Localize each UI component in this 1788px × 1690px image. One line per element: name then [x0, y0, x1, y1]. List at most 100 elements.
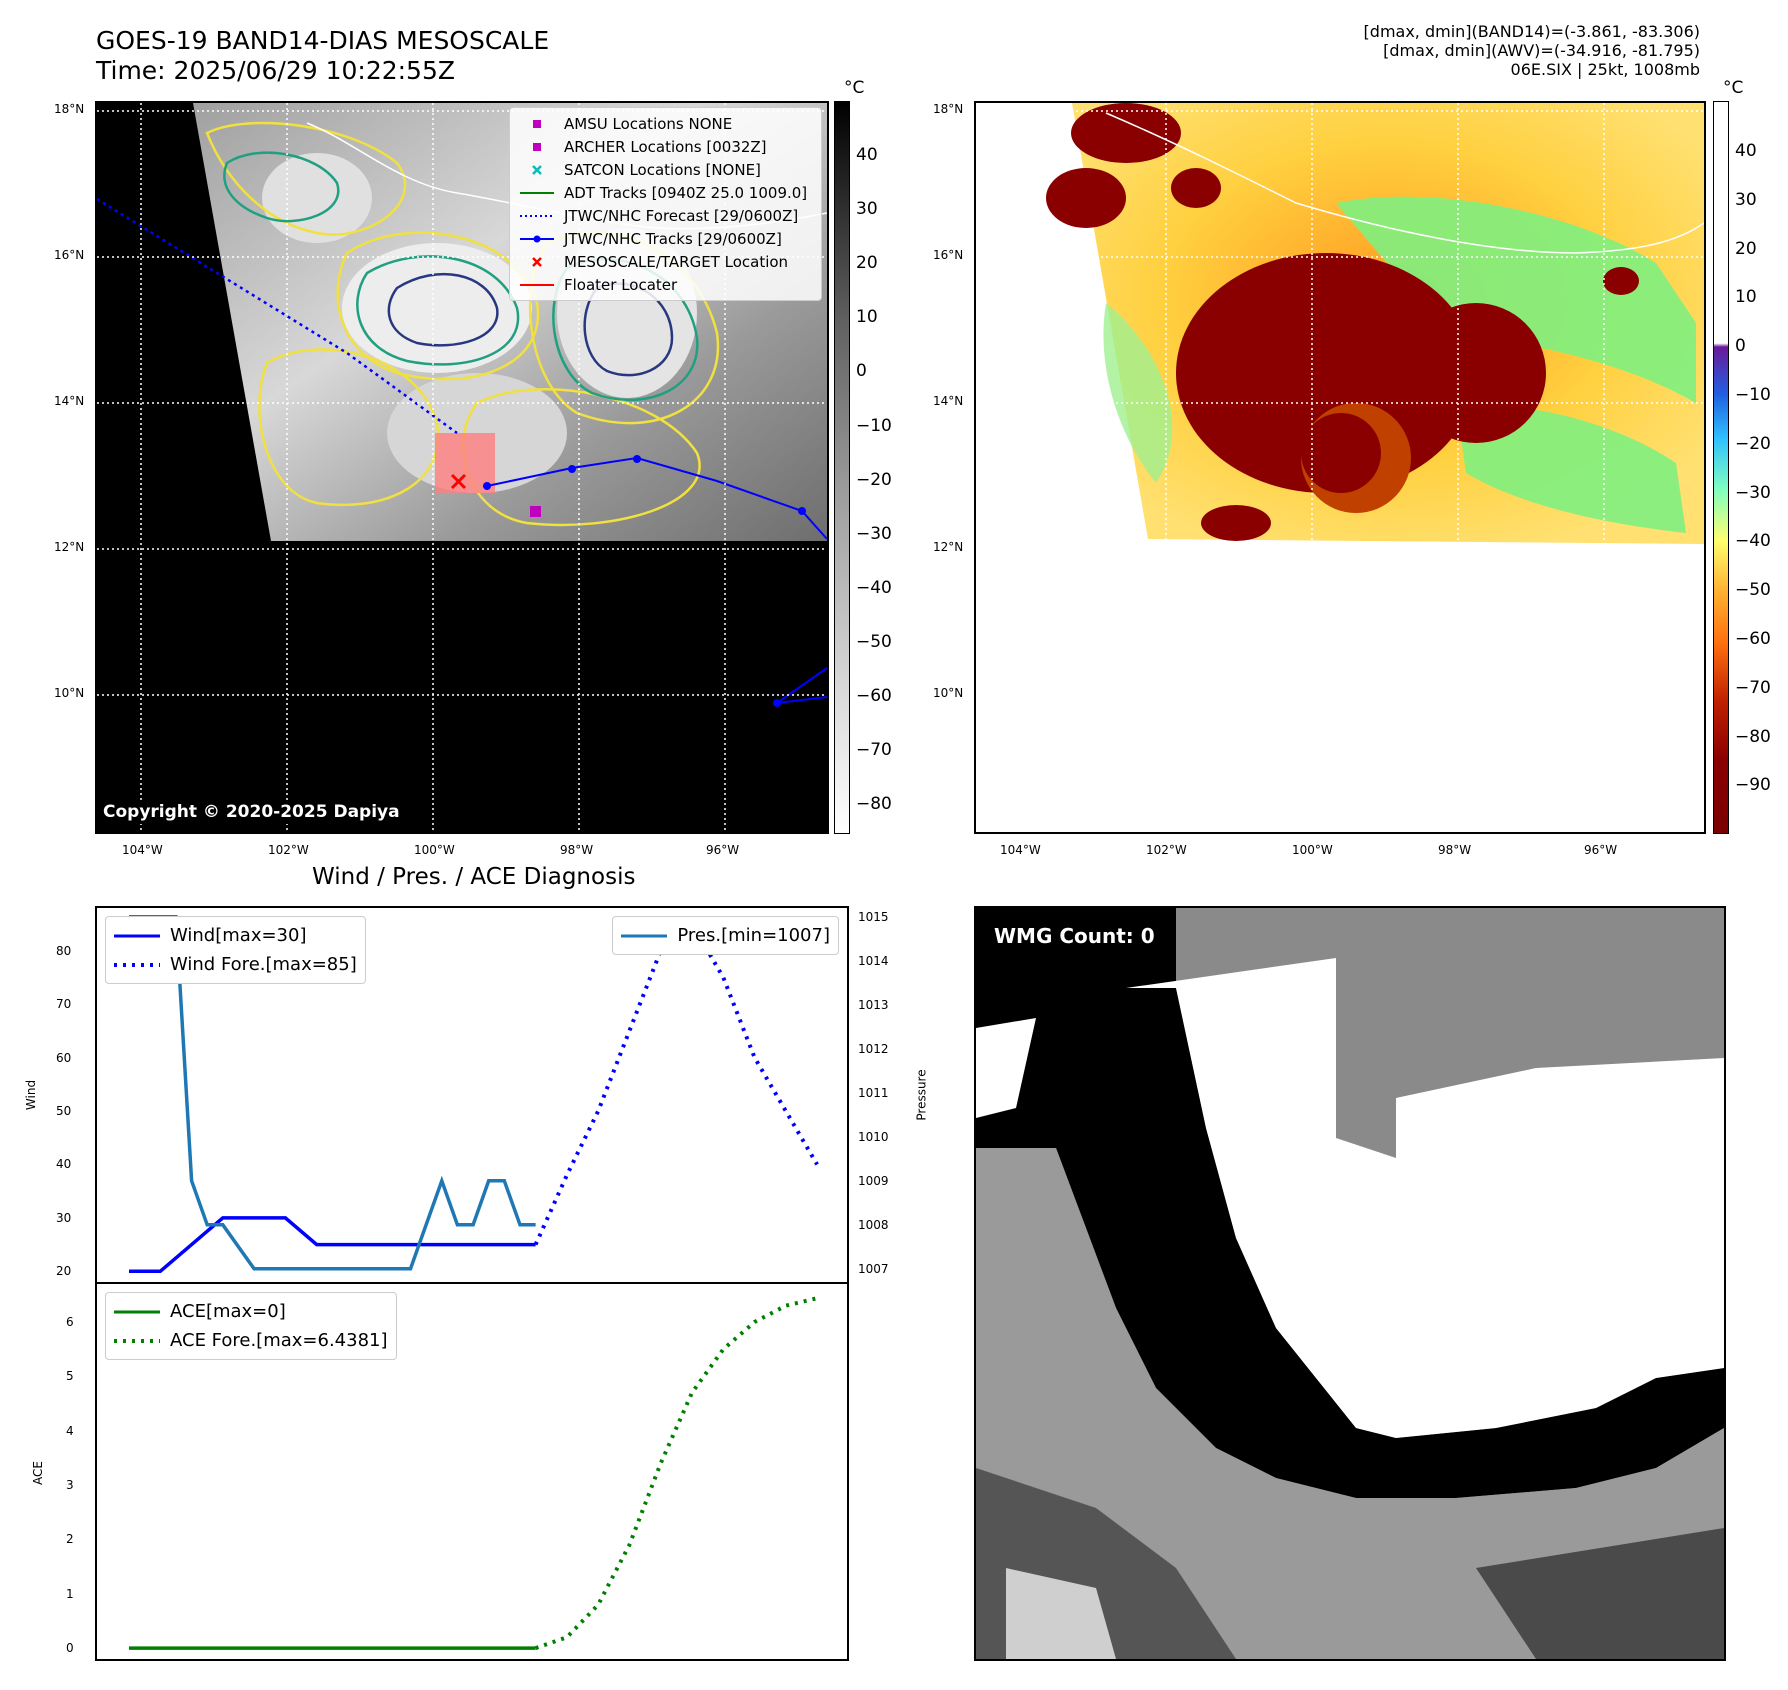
storm-info: [dmax, dmin](BAND14)=(-3.861, -83.306) […	[1364, 22, 1700, 79]
axis-tick-label: 5	[66, 1369, 74, 1384]
legend-ace-fore: ACE Fore.[max=6.4381]	[114, 1330, 388, 1351]
axis-tick-label: 0	[66, 1641, 74, 1656]
awv-lat-label: 10°N	[933, 686, 964, 700]
ir-lon-label: 100°W	[414, 843, 455, 857]
axis-tick-label: 3	[66, 1478, 74, 1493]
ace-panel: ACE[max=0] ACE Fore.[max=6.4381]	[95, 1282, 849, 1661]
colorbar-tick-label: −30	[1735, 482, 1771, 503]
awv-colorbar-unit: °C	[1723, 78, 1744, 98]
ir-lon-label: 96°W	[706, 843, 740, 857]
legend-pres: Pres.[min=1007]	[621, 925, 830, 946]
legend-wind: Wind[max=30]	[114, 925, 307, 946]
ir-lat-label: 18°N	[54, 102, 85, 116]
axis-tick-label: 2	[66, 1532, 74, 1547]
axis-tick-label: 1009	[858, 1173, 889, 1188]
ir-lon-label: 102°W	[268, 843, 309, 857]
title-line-2: Time: 2025/06/29 10:22:55Z	[96, 56, 455, 85]
legend-row-satcon: SATCON Locations [NONE]	[518, 158, 813, 181]
legend-row-floater: Floater Locater	[520, 275, 678, 294]
colorbar-tick-label: 40	[1735, 141, 1757, 161]
colorbar-tick-label: −80	[856, 794, 892, 815]
ace-plot	[129, 1296, 818, 1650]
colorbar-tick-label: −10	[1735, 385, 1771, 405]
axis-tick-label: 6	[66, 1315, 74, 1330]
axis-tick-label: 1010	[858, 1129, 889, 1144]
wind-axis-label: Wind	[24, 1079, 39, 1111]
colorbar-tick-label: −50	[856, 631, 892, 652]
colorbar-tick-label: −40	[1735, 531, 1771, 552]
axis-tick-label: 1015	[858, 909, 889, 924]
colorbar-tick-label: −10	[856, 415, 892, 436]
pressure-axis-label: Pressure	[914, 1069, 929, 1121]
axis-tick-label: 1007	[858, 1261, 889, 1276]
axis-tick-label: 1014	[858, 953, 889, 968]
colorbar-tick-label: −60	[856, 686, 892, 706]
copyright-label: Copyright © 2020-2025 Dapiya	[97, 800, 406, 824]
awv-lat-label: 12°N	[933, 540, 964, 554]
wind-pres-panel: Wind[max=30] Wind Fore.[max=85] Pres.[mi…	[95, 906, 849, 1284]
axis-tick-label: 1011	[858, 1085, 889, 1100]
legend-row-amsu: AMSU Locations NONE	[518, 112, 813, 135]
archer-marker	[530, 506, 541, 517]
axis-tick-label: 20	[56, 1264, 72, 1279]
series-line-wind-fore	[533, 920, 819, 1246]
legend-row-mesoscale: MESOSCALE/TARGET Location	[518, 250, 813, 273]
colorbar-tick-label: −50	[1735, 580, 1771, 601]
awv-map-panel	[974, 101, 1706, 834]
main-title: GOES-19 BAND14-DIAS MESOSCALE Time: 2025…	[96, 26, 549, 86]
ir-map-panel: AMSU Locations NONE ARCHER Locations [00…	[95, 101, 829, 834]
axis-tick-label: 80	[56, 943, 72, 958]
awv-lat-label: 14°N	[933, 394, 964, 408]
info-line-2: [dmax, dmin](AWV)=(-34.916, -81.795)	[1383, 41, 1700, 60]
colorbar-tick-label: 30	[856, 199, 878, 220]
colorbar-tick-label: 30	[1735, 189, 1757, 210]
ir-lat-label: 14°N	[54, 394, 85, 408]
info-line-3: 06E.SIX | 25kt, 1008mb	[1510, 60, 1700, 79]
series-line-pres	[129, 915, 536, 1271]
awv-map	[976, 103, 1704, 832]
ir-lon-label: 104°W	[122, 843, 163, 857]
ir-lat-label: 12°N	[54, 540, 85, 554]
colorbar-tick-label: 0	[1735, 336, 1746, 357]
colorbar-tick-label: 0	[856, 361, 867, 382]
legend-row-tracks: JTWC/NHC Tracks [29/0600Z]	[518, 227, 813, 250]
ir-colorbar	[834, 101, 850, 834]
colorbar-tick-label: −70	[1735, 677, 1771, 698]
awv-lon-label: 100°W	[1292, 843, 1333, 857]
ir-lat-label: 16°N	[54, 248, 85, 262]
axis-tick-label: 70	[56, 997, 72, 1012]
ir-colorbar-unit: °C	[844, 78, 865, 98]
ace-legend: ACE[max=0] ACE Fore.[max=6.4381]	[105, 1292, 397, 1360]
axis-tick-label: 60	[56, 1050, 72, 1065]
legend-wind-fore: Wind Fore.[max=85]	[114, 954, 357, 975]
series-line-ace-fore	[534, 1296, 818, 1650]
colorbar-tick-label: −20	[1735, 433, 1771, 454]
awv-lon-label: 104°W	[1000, 843, 1041, 857]
colorbar-tick-label: −90	[1735, 775, 1771, 796]
wmg-count-label: WMG Count: 0	[986, 920, 1163, 952]
title-line-1: GOES-19 BAND14-DIAS MESOSCALE	[96, 26, 550, 55]
wind-pres-plot	[129, 915, 819, 1274]
series-line-wind	[129, 1216, 536, 1274]
axis-tick-label: 4	[66, 1423, 74, 1438]
colorbar-tick-label: 10	[856, 307, 878, 328]
wind-legend: Wind[max=30] Wind Fore.[max=85]	[105, 916, 366, 984]
colorbar-tick-label: −20	[856, 469, 892, 490]
wmg-panel: WMG Count: 0	[974, 906, 1726, 1661]
ir-lon-label: 98°W	[560, 843, 594, 857]
pres-legend: Pres.[min=1007]	[612, 916, 839, 955]
axis-tick-label: 1012	[858, 1041, 889, 1056]
awv-lon-label: 98°W	[1438, 843, 1472, 857]
colorbar-tick-label: 20	[1735, 238, 1757, 259]
axis-tick-label: 1008	[858, 1217, 889, 1232]
info-line-1: [dmax, dmin](BAND14)=(-3.861, -83.306)	[1363, 22, 1700, 41]
legend-row-archer: ARCHER Locations [0032Z]	[518, 135, 813, 158]
colorbar-tick-label: 20	[856, 253, 878, 274]
colorbar-tick-label: 10	[1735, 287, 1757, 308]
legend-ace: ACE[max=0]	[114, 1301, 286, 1322]
awv-lat-label: 16°N	[933, 248, 964, 262]
colorbar-tick-label: 40	[856, 145, 878, 165]
axis-tick-label: 50	[56, 1104, 72, 1119]
axis-tick-label: 30	[56, 1210, 72, 1225]
diag-title: Wind / Pres. / ACE Diagnosis	[312, 864, 636, 890]
